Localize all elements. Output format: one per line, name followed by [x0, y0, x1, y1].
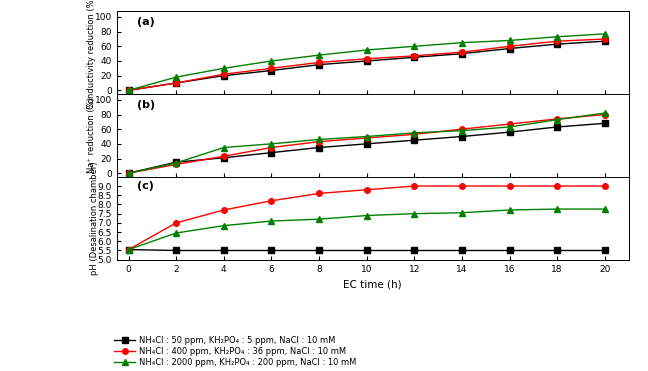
X-axis label: EC time (h): EC time (h) [343, 279, 402, 289]
Text: (c): (c) [137, 181, 154, 191]
Y-axis label: Conductivity reduction (%): Conductivity reduction (%) [87, 0, 97, 109]
Y-axis label: Na⁺ reduction (%): Na⁺ reduction (%) [87, 98, 97, 173]
Text: (a): (a) [137, 17, 155, 27]
Legend: NH₄Cl : 50 ppm, KH₂PO₄ : 5 ppm, NaCl : 10 mM, NH₄Cl : 400 ppm, KH₂PO₄ : 36 ppm, : NH₄Cl : 50 ppm, KH₂PO₄ : 5 ppm, NaCl : 1… [114, 336, 356, 367]
Y-axis label: pH (Desalination chamber): pH (Desalination chamber) [90, 161, 99, 275]
Text: (b): (b) [137, 100, 156, 110]
